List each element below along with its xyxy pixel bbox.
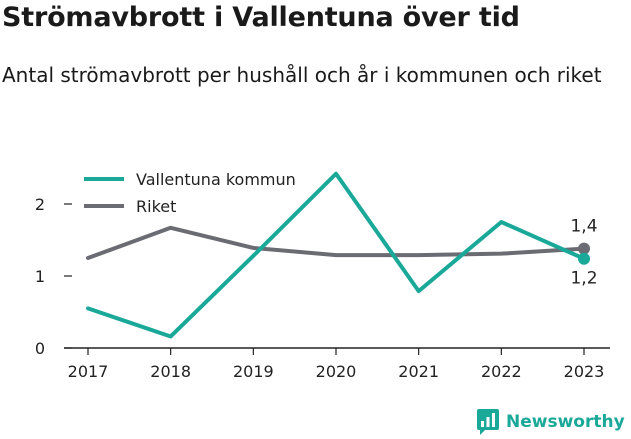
y-tick-label: 1 — [35, 267, 45, 286]
brand-name: Newsworthy — [506, 412, 625, 432]
series-line-vallentuna — [86, 171, 586, 339]
legend-label: Vallentuna kommun — [136, 170, 296, 189]
x-tick-label: 2023 — [564, 362, 605, 381]
bar-chart-icon — [477, 409, 499, 435]
legend-label: Riket — [136, 197, 176, 216]
chart-subtitle: Antal strömavbrott per hushåll och år i … — [2, 63, 602, 87]
y-tick-label: 2 — [35, 195, 45, 214]
x-tick-label: 2018 — [150, 362, 191, 381]
y-tick-label: 0 — [35, 339, 45, 358]
newsworthy-logo: Newsworthy — [476, 408, 625, 436]
end-labels: 1,4 1,2 — [570, 217, 597, 289]
x-tick-label: 2020 — [316, 362, 357, 381]
y-axis: 0 1 2 — [35, 195, 72, 358]
x-tick-label: 2022 — [481, 362, 522, 381]
end-point-riket — [578, 242, 590, 255]
series-line-riket — [86, 225, 586, 260]
x-tick-label: 2019 — [233, 362, 274, 381]
series-layer — [86, 171, 590, 339]
chart-title: Strömavbrott i Vallentuna över tid — [2, 2, 520, 33]
x-tick-label: 2017 — [68, 362, 109, 381]
x-axis: 2017 2018 2019 2020 2021 2022 2023 — [68, 348, 605, 381]
x-tick-label: 2021 — [398, 362, 439, 381]
end-label-riket: 1,4 — [570, 217, 597, 237]
legend: Vallentuna kommun Riket — [84, 167, 299, 219]
end-label-vallentuna: 1,2 — [570, 269, 597, 289]
end-point-vallentuna — [578, 252, 590, 265]
